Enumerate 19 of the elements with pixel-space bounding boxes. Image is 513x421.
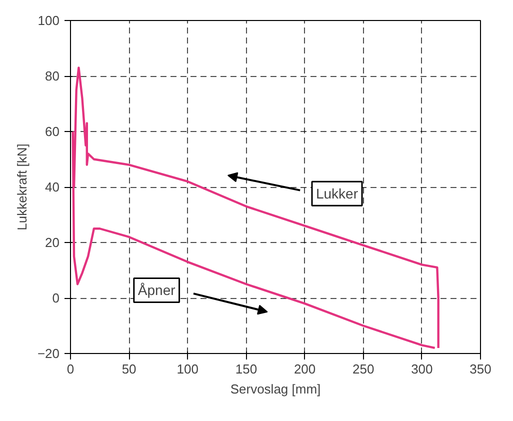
x-tick-label: 200 (294, 362, 316, 376)
y-tick-label: 100 (38, 13, 60, 28)
y-tick-label: 60 (45, 124, 60, 139)
x-tick-label: 350 (470, 362, 492, 376)
x-tick-label: 100 (176, 362, 198, 376)
x-tick-label: 150 (235, 362, 258, 376)
x-axis-title: Servoslag [mm] (230, 382, 321, 396)
y-tick-label: 80 (45, 68, 60, 84)
y-tick-label: −20 (37, 346, 60, 361)
y-axis-title: Lukkekraft [kN] (14, 144, 30, 230)
x-tick-label: 0 (66, 362, 74, 376)
y-tick-label: 20 (45, 235, 60, 250)
annotation: Lukker (316, 186, 358, 202)
y-tick-label: 0 (52, 290, 60, 306)
x-tick-label: 250 (352, 362, 374, 376)
x-tick-label: 50 (122, 362, 136, 376)
y-tick-label: 40 (45, 180, 60, 194)
annotation: Åpner (138, 282, 176, 298)
x-tick-label: 300 (411, 362, 433, 376)
